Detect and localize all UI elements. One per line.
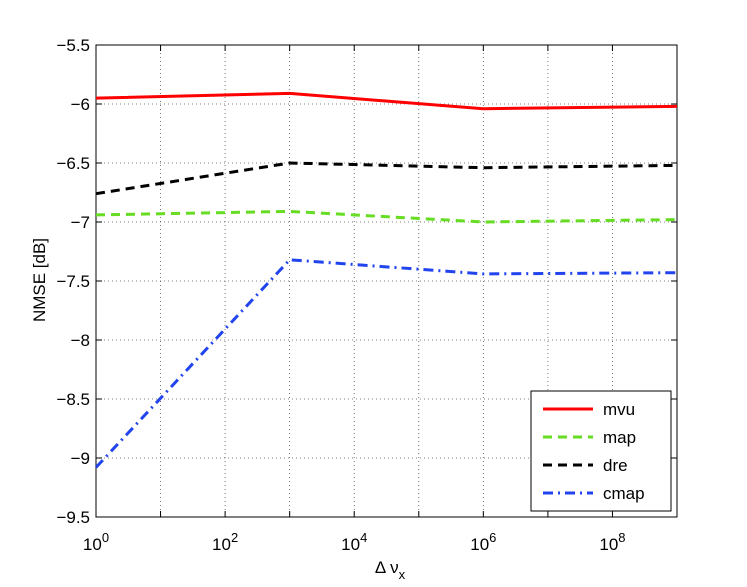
y-tick-label: −7.5	[56, 272, 90, 291]
x-axis-label: Δ νx	[375, 558, 406, 582]
y-axis-label: NMSE [dB]	[30, 238, 49, 322]
y-tick-label: −9.5	[56, 508, 90, 527]
legend-label-mvu: mvu	[603, 400, 635, 419]
y-tick-labels: −5.5 −6 −6.5 −7 −7.5 −8 −8.5 −9 −9.5	[56, 36, 90, 527]
x-tick-label: 100	[83, 530, 109, 554]
x-tick-label: 108	[599, 530, 625, 554]
y-tick-label: −6.5	[56, 154, 90, 173]
x-axis-label-main: Δ ν	[375, 558, 399, 577]
x-axis-label-subscript: x	[399, 567, 406, 582]
x-tick-labels: 100 102 104 106 108	[83, 530, 626, 554]
y-tick-label: −9	[71, 449, 90, 468]
legend-label-cmap: cmap	[603, 484, 645, 503]
x-tick-label: 102	[212, 530, 238, 554]
y-tick-label: −6	[71, 95, 90, 114]
axes-frame	[95, 44, 678, 518]
x-tick-label: 106	[470, 530, 496, 554]
legend-label-dre: dre	[603, 456, 628, 475]
y-tick-label: −8	[71, 331, 90, 350]
legend: mvu map dre cmap	[530, 390, 672, 512]
legend-box	[530, 390, 672, 512]
y-tick-label: −7	[71, 213, 90, 232]
x-tick-label: 104	[341, 530, 367, 554]
y-tick-label: −5.5	[56, 36, 90, 55]
series-line-dre	[95, 161, 678, 196]
y-tick-label: −8.5	[56, 390, 90, 409]
series-lines	[94, 91, 678, 469]
series-line-cmap	[94, 258, 678, 469]
series-line-map	[95, 209, 678, 224]
legend-label-map: map	[603, 428, 636, 447]
series-line-mvu	[95, 91, 678, 111]
